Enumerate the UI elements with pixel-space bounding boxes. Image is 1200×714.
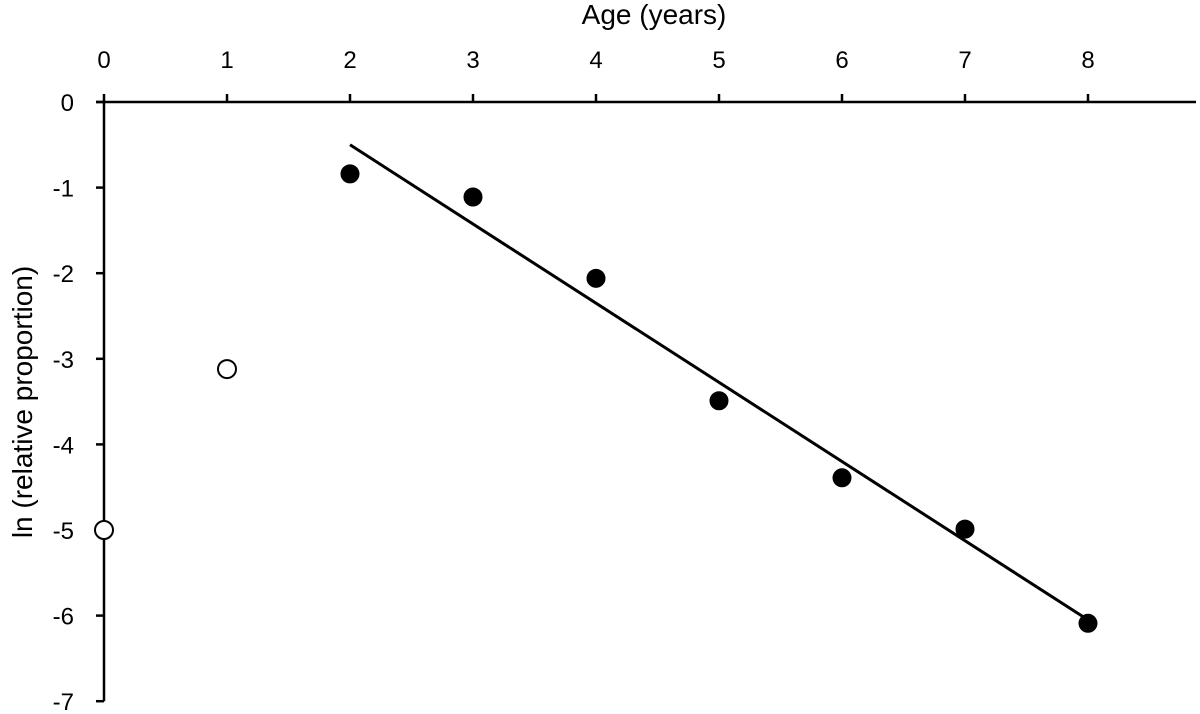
x-tick-label: 1 xyxy=(220,47,233,74)
open-data-point xyxy=(217,359,237,380)
y-tick-label: -6 xyxy=(53,604,74,631)
regression-line xyxy=(349,143,1089,622)
filled-data-point xyxy=(832,468,852,488)
x-tick-label: 3 xyxy=(466,47,479,74)
y-tick-label: 0 xyxy=(61,90,74,117)
filled-data-point xyxy=(1078,613,1098,633)
filled-data-point xyxy=(340,164,360,184)
y-tick-label: -3 xyxy=(53,347,74,374)
filled-data-point xyxy=(709,391,729,411)
y-axis-title: ln (relative proportion) xyxy=(7,266,38,538)
open-data-point xyxy=(94,520,114,540)
x-axis-title: Age (years) xyxy=(582,0,727,30)
y-tick-label: -5 xyxy=(53,518,74,545)
x-tick-label: 4 xyxy=(589,47,602,74)
filled-data-point xyxy=(463,187,483,207)
y-tick-label: -1 xyxy=(53,176,74,203)
y-tick-label: -2 xyxy=(53,261,74,288)
filled-data-point xyxy=(586,268,606,288)
x-tick-label: 7 xyxy=(958,47,971,74)
data-points xyxy=(94,164,1098,633)
x-tick-label: 8 xyxy=(1081,47,1094,74)
y-ticks: 0 -1 -2 -3 -4 -5 -6 -7 xyxy=(53,90,104,714)
x-ticks: 0 1 2 3 4 5 6 7 8 xyxy=(97,47,1095,102)
filled-data-point xyxy=(955,519,975,539)
x-tick-label: 0 xyxy=(97,47,110,74)
y-tick-label: -7 xyxy=(53,689,74,714)
x-tick-label: 6 xyxy=(835,47,848,74)
x-tick-label: 2 xyxy=(343,47,356,74)
y-tick-label: -4 xyxy=(53,432,74,459)
x-tick-label: 5 xyxy=(712,47,725,74)
